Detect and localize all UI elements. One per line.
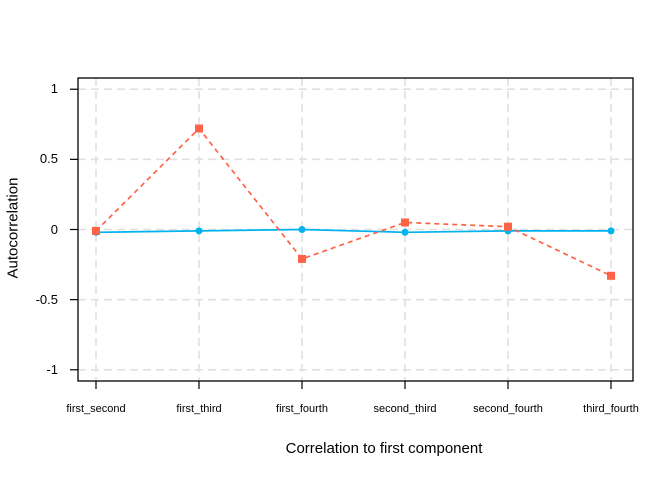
red-square-series-marker	[504, 222, 512, 231]
y-axis-title: Autocorrelation	[4, 177, 22, 279]
x-axis-title: Correlation to first component	[285, 440, 483, 457]
blue-circle-series-line	[95, 228, 611, 234]
y-tick-label: -1	[46, 361, 58, 377]
blue-circle-series-marker	[195, 227, 203, 235]
blue-circle-series-marker	[298, 226, 306, 233]
red-square-series-marker	[195, 124, 203, 133]
x-tick-label: second_third	[373, 403, 437, 415]
red-square-series-marker	[298, 254, 306, 263]
x-tick-label: second_fourth	[473, 403, 543, 415]
blue-circle-series-marker	[607, 227, 615, 235]
x-tick-label: first_third	[176, 403, 222, 415]
blue-circle-series-marker	[401, 228, 409, 236]
y-tick-label: 0	[50, 221, 58, 237]
y-tick-label: 1	[50, 81, 58, 97]
red-square-series-marker	[92, 226, 100, 235]
red-square-series-line	[95, 127, 612, 277]
red-square-series-marker	[607, 271, 615, 280]
x-tick-label: third_fourth	[583, 403, 639, 415]
x-tick-label: first_second	[66, 403, 126, 415]
y-tick-label: -0.5	[35, 291, 58, 307]
x-tick-label: first_fourth	[276, 403, 328, 415]
red-square-series-marker	[401, 218, 409, 227]
y-tick-label: 0.5	[39, 151, 58, 167]
